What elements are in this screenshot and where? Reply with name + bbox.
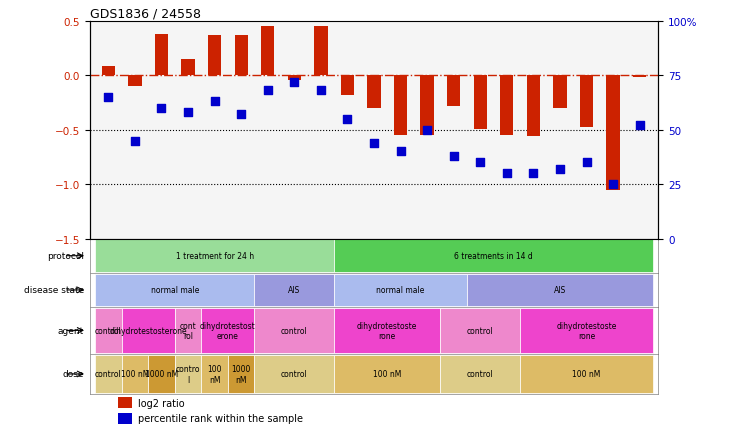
- Bar: [554, 76, 566, 108]
- Bar: [118, 398, 132, 408]
- Text: control: control: [95, 326, 122, 335]
- Point: [262, 88, 274, 95]
- FancyBboxPatch shape: [520, 308, 653, 353]
- Point: [634, 122, 646, 129]
- Point: [421, 127, 433, 134]
- Bar: [420, 76, 434, 136]
- FancyBboxPatch shape: [254, 274, 334, 307]
- Bar: [527, 76, 540, 137]
- Bar: [607, 76, 620, 190]
- Text: dihydrotestost
erone: dihydrotestost erone: [200, 321, 256, 340]
- FancyBboxPatch shape: [148, 355, 175, 394]
- Point: [607, 181, 619, 188]
- Text: GDS1836 / 24558: GDS1836 / 24558: [90, 7, 200, 20]
- Text: normal male: normal male: [376, 286, 425, 295]
- Bar: [473, 76, 487, 129]
- Point: [315, 88, 327, 95]
- FancyBboxPatch shape: [441, 355, 520, 394]
- Text: control: control: [281, 370, 307, 378]
- FancyBboxPatch shape: [95, 355, 122, 394]
- Bar: [314, 27, 328, 76]
- Point: [395, 148, 407, 155]
- FancyBboxPatch shape: [254, 355, 334, 394]
- Bar: [633, 76, 646, 78]
- Text: 100 nM: 100 nM: [120, 370, 149, 378]
- FancyBboxPatch shape: [334, 274, 467, 307]
- FancyBboxPatch shape: [122, 355, 148, 394]
- Bar: [367, 76, 381, 108]
- Text: control: control: [95, 370, 122, 378]
- Text: 100
nM: 100 nM: [207, 365, 222, 384]
- Text: normal male: normal male: [150, 286, 199, 295]
- Point: [448, 153, 460, 160]
- FancyBboxPatch shape: [467, 274, 653, 307]
- Point: [341, 116, 353, 123]
- Point: [235, 112, 247, 118]
- Point: [580, 159, 592, 166]
- FancyBboxPatch shape: [334, 355, 441, 394]
- Point: [527, 171, 539, 178]
- FancyBboxPatch shape: [334, 240, 653, 273]
- FancyBboxPatch shape: [201, 308, 254, 353]
- Bar: [155, 35, 168, 76]
- Text: dihydrotestosterone: dihydrotestosterone: [109, 326, 187, 335]
- Bar: [182, 60, 194, 76]
- Point: [129, 138, 141, 145]
- Text: dihydrotestoste
rone: dihydrotestoste rone: [357, 321, 417, 340]
- Text: percentile rank within the sample: percentile rank within the sample: [138, 414, 303, 424]
- Text: disease state: disease state: [24, 286, 84, 295]
- Text: dose: dose: [63, 370, 84, 378]
- Text: 100 nM: 100 nM: [572, 370, 601, 378]
- Text: control: control: [467, 326, 494, 335]
- Bar: [447, 76, 460, 106]
- Text: control: control: [467, 370, 494, 378]
- Text: 1000 nM: 1000 nM: [145, 370, 178, 378]
- Text: AIS: AIS: [554, 286, 566, 295]
- Bar: [261, 27, 275, 76]
- Text: AIS: AIS: [288, 286, 301, 295]
- Text: control: control: [281, 326, 307, 335]
- Point: [156, 105, 168, 112]
- Text: agent: agent: [58, 326, 84, 335]
- FancyBboxPatch shape: [122, 308, 175, 353]
- Text: 100 nM: 100 nM: [373, 370, 402, 378]
- Text: cont
rol: cont rol: [180, 321, 197, 340]
- Point: [554, 166, 566, 173]
- Point: [182, 109, 194, 116]
- Text: protocol: protocol: [47, 252, 84, 260]
- Bar: [235, 36, 248, 76]
- Bar: [128, 76, 141, 87]
- Bar: [580, 76, 593, 128]
- FancyBboxPatch shape: [95, 308, 122, 353]
- FancyBboxPatch shape: [520, 355, 653, 394]
- Bar: [208, 36, 221, 76]
- Point: [102, 94, 114, 101]
- Point: [288, 79, 300, 86]
- FancyBboxPatch shape: [334, 308, 441, 353]
- FancyBboxPatch shape: [441, 308, 520, 353]
- Point: [501, 171, 513, 178]
- Bar: [118, 413, 132, 424]
- Text: 1000
nM: 1000 nM: [231, 365, 251, 384]
- Bar: [102, 67, 115, 76]
- Point: [368, 140, 380, 147]
- Text: 6 treatments in 14 d: 6 treatments in 14 d: [454, 252, 533, 260]
- Bar: [288, 76, 301, 80]
- Text: dihydrotestoste
rone: dihydrotestoste rone: [557, 321, 616, 340]
- Point: [474, 159, 486, 166]
- FancyBboxPatch shape: [228, 355, 254, 394]
- FancyBboxPatch shape: [95, 274, 254, 307]
- FancyBboxPatch shape: [201, 355, 228, 394]
- Bar: [341, 76, 354, 95]
- Bar: [500, 76, 513, 136]
- Text: log2 ratio: log2 ratio: [138, 398, 185, 408]
- Text: contro
l: contro l: [176, 365, 200, 384]
- FancyBboxPatch shape: [175, 308, 201, 353]
- Text: 1 treatment for 24 h: 1 treatment for 24 h: [176, 252, 254, 260]
- Bar: [394, 76, 407, 136]
- FancyBboxPatch shape: [254, 308, 334, 353]
- FancyBboxPatch shape: [175, 355, 201, 394]
- Point: [209, 99, 221, 105]
- FancyBboxPatch shape: [95, 240, 334, 273]
